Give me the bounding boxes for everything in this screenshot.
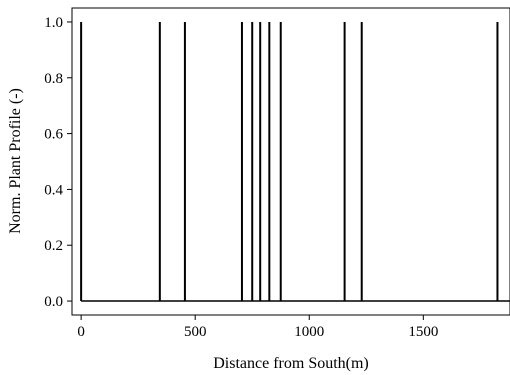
y-tick-label: 0.8 [44,71,63,87]
x-tick-label: 1500 [408,324,438,340]
plot-area-frame [71,7,510,316]
y-tick-label: 1.0 [44,15,63,31]
x-axis-label: Distance from South(m) [213,355,369,372]
y-axis-ticks: 0.0 0.2 0.4 0.6 0.8 1.0 [44,15,72,310]
y-tick-label: 0.4 [44,182,63,198]
y-axis-label: Norm. Plant Profile (-) [7,88,24,234]
y-tick-label: 0.6 [44,127,63,143]
x-tick-label: 500 [184,324,207,340]
y-tick-label: 0.0 [44,294,63,310]
series-layer [80,21,510,302]
x-tick-label: 0 [77,324,85,340]
x-tick-label: 1000 [294,324,324,340]
y-tick-label: 0.2 [44,238,63,254]
x-axis-ticks: 0 500 1000 1500 [77,315,438,340]
